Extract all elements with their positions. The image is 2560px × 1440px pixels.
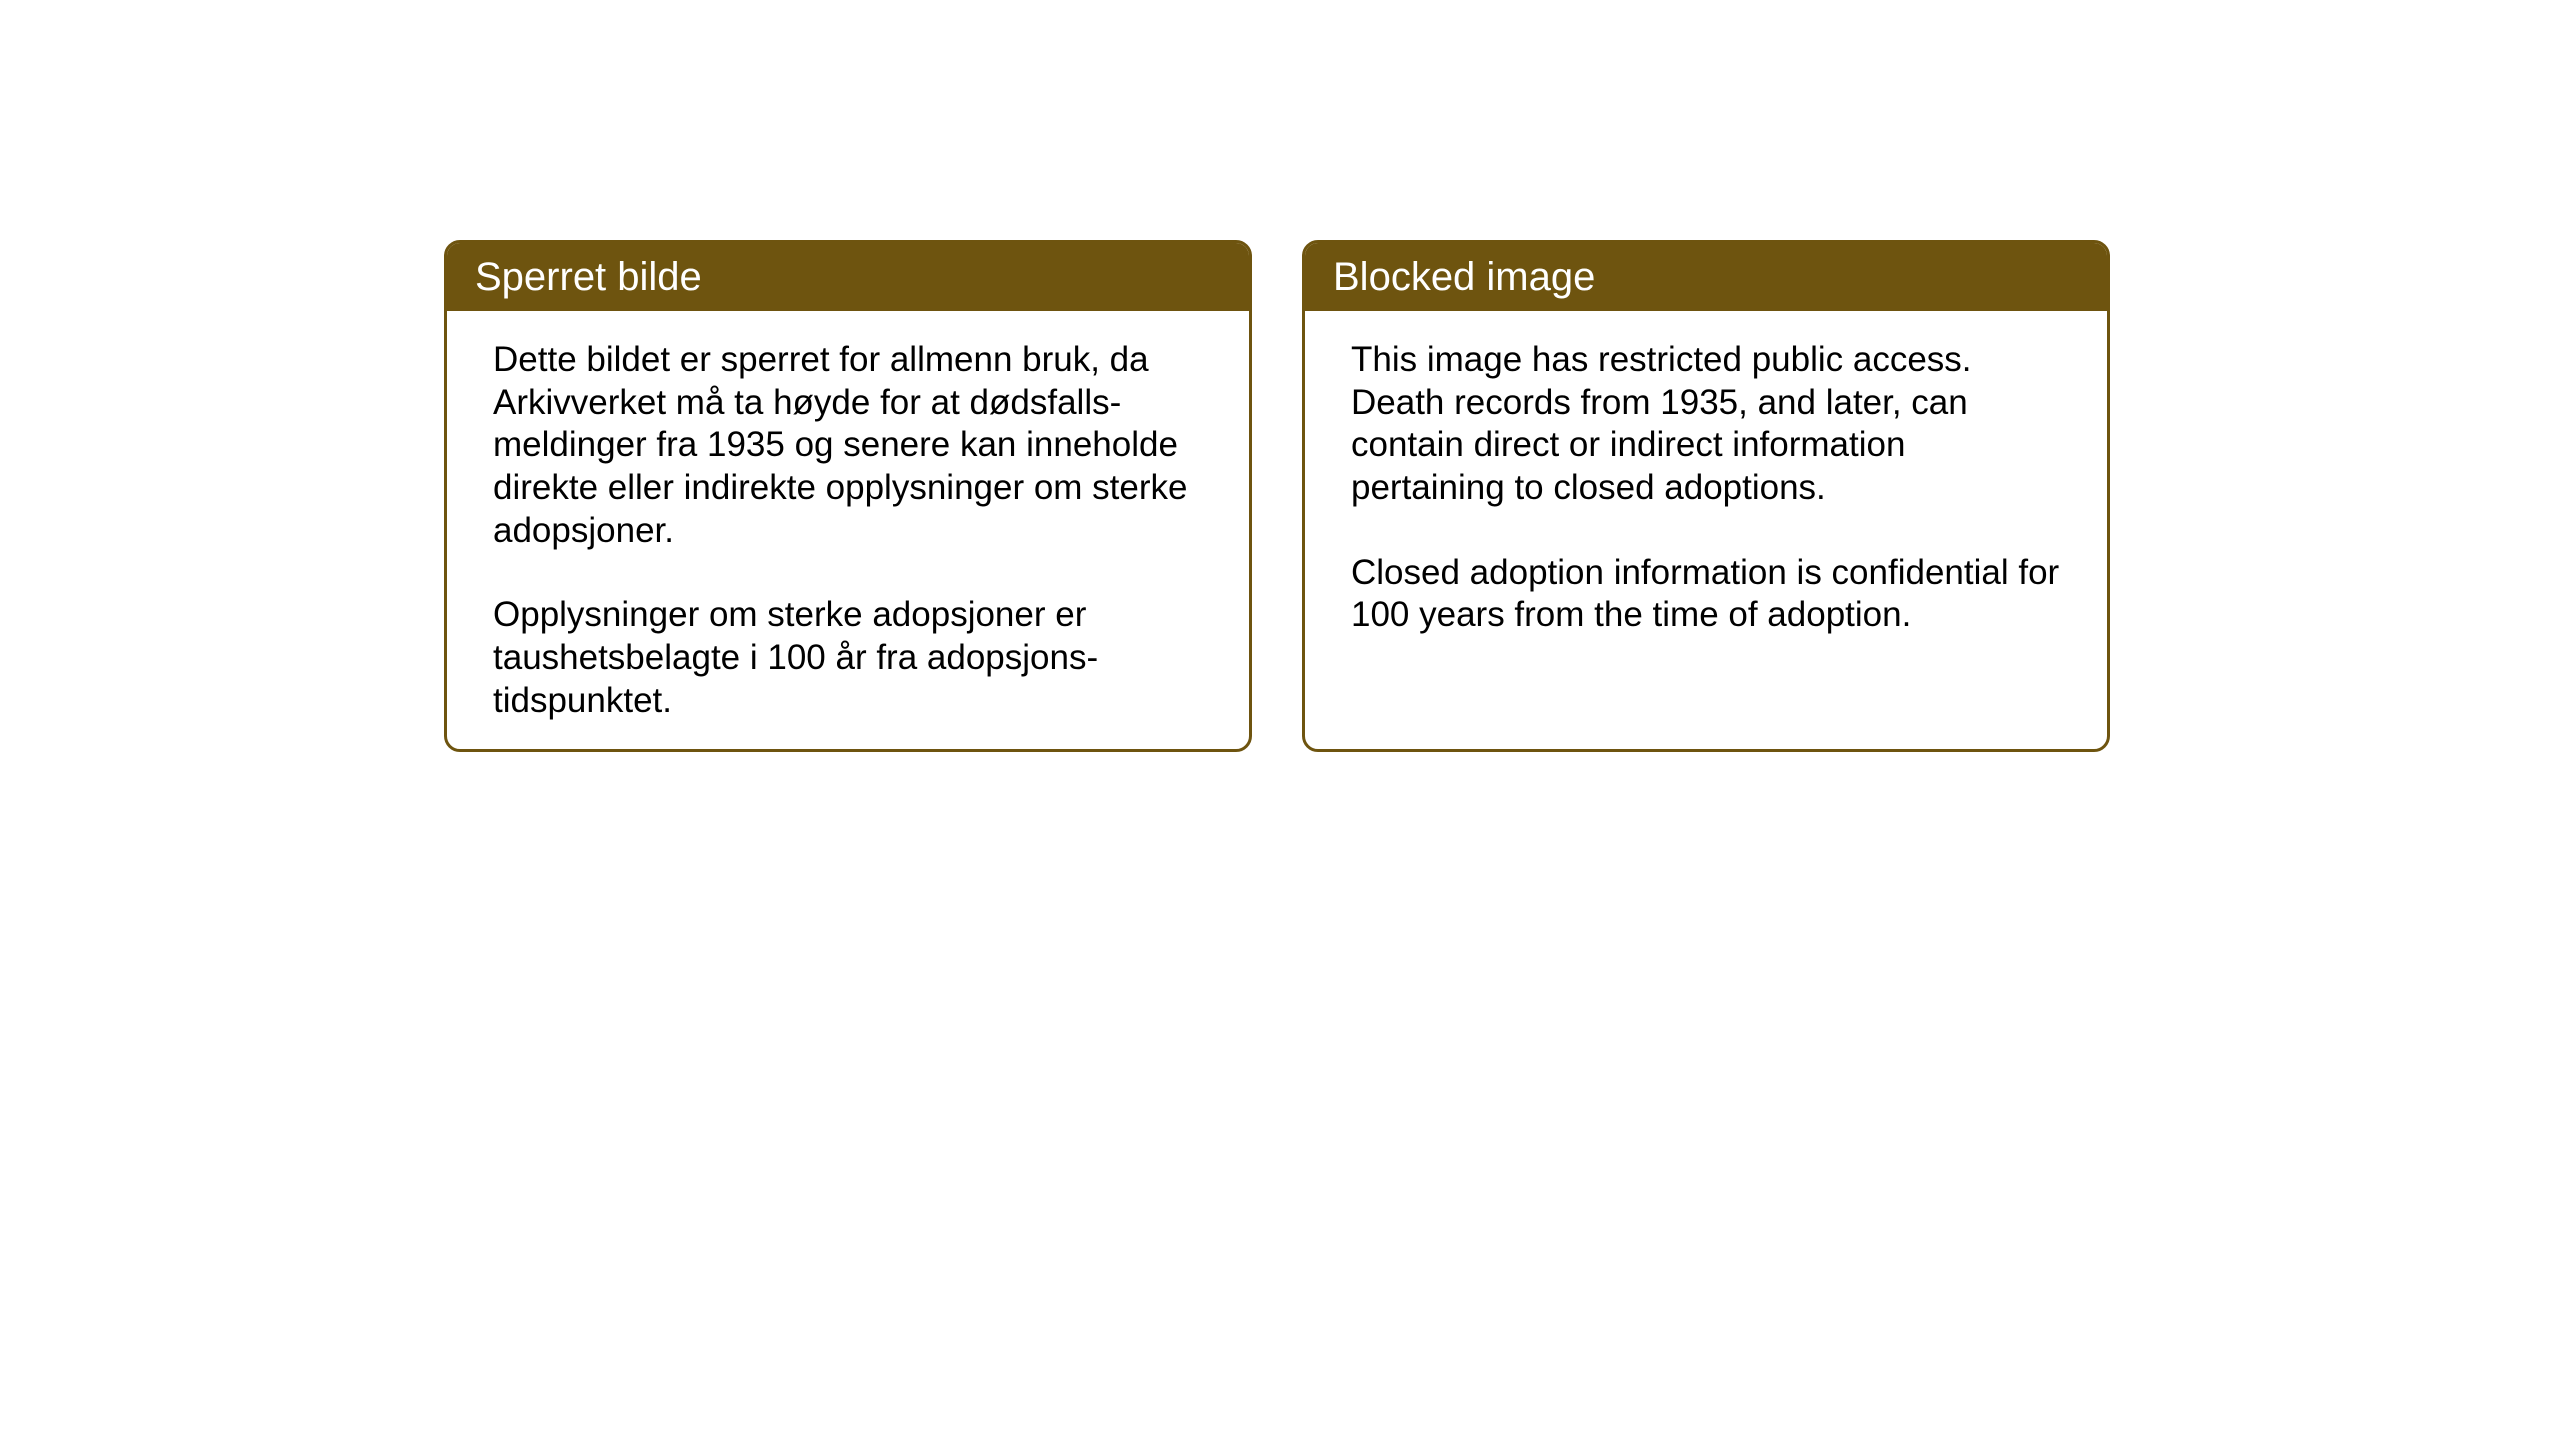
panel-norwegian: Sperret bilde Dette bildet er sperret fo… xyxy=(444,240,1252,752)
paragraph-english-2: Closed adoption information is confident… xyxy=(1351,552,2061,637)
panel-body-norwegian: Dette bildet er sperret for allmenn bruk… xyxy=(447,311,1249,751)
paragraph-norwegian-2: Opplysninger om sterke adopsjoner er tau… xyxy=(493,594,1203,722)
panel-header-norwegian: Sperret bilde xyxy=(447,243,1249,311)
panel-header-english: Blocked image xyxy=(1305,243,2107,311)
notice-panels-container: Sperret bilde Dette bildet er sperret fo… xyxy=(444,240,2110,752)
paragraph-english-1: This image has restricted public access.… xyxy=(1351,339,2061,510)
panel-title-norwegian: Sperret bilde xyxy=(475,255,702,299)
panel-english: Blocked image This image has restricted … xyxy=(1302,240,2110,752)
panel-title-english: Blocked image xyxy=(1333,255,1595,299)
panel-body-english: This image has restricted public access.… xyxy=(1305,311,2107,665)
paragraph-norwegian-1: Dette bildet er sperret for allmenn bruk… xyxy=(493,339,1203,552)
